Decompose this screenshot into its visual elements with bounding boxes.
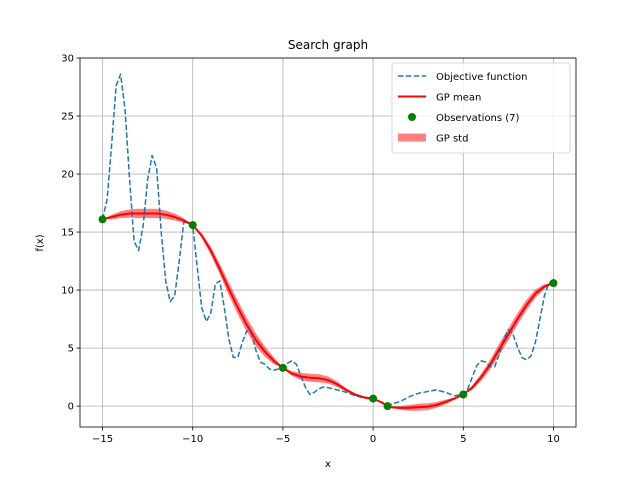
ticks: −15 −10 −5 0 5 10 0 5 10 15 20 25 30 <box>61 54 560 446</box>
observation-point <box>278 363 287 372</box>
chart-title: Search graph <box>288 38 368 52</box>
grid <box>80 57 576 427</box>
x-tick-label: 10 <box>547 434 560 445</box>
legend-handle-gp-std <box>398 133 426 142</box>
observation-point <box>369 394 378 403</box>
gp-mean-layer <box>102 212 554 409</box>
x-tick-label: 5 <box>460 434 466 445</box>
y-tick-label: 0 <box>68 402 74 413</box>
plot-frame <box>79 57 577 428</box>
legend-label: Observations (7) <box>436 113 520 124</box>
observation-point <box>383 402 392 411</box>
y-axis-label: f(x) <box>35 234 46 251</box>
legend-box <box>391 62 571 154</box>
y-tick-label: 20 <box>61 170 74 181</box>
legend-label: GP mean <box>436 93 481 104</box>
y-tick-label: 30 <box>61 54 74 65</box>
observation-point <box>459 390 468 399</box>
y-tick-label: 15 <box>61 228 74 239</box>
x-tick-label: −15 <box>92 434 113 445</box>
y-tick-label: 10 <box>61 286 74 297</box>
legend: Objective function GP mean Observations (7… <box>391 62 571 154</box>
legend-label: GP std <box>436 134 468 145</box>
objective-function-layer <box>101 73 554 407</box>
legend-handle-observations <box>408 113 416 121</box>
observation-point <box>549 279 558 288</box>
observations-layer <box>98 215 558 411</box>
objective-function-line <box>101 73 554 407</box>
observation-point <box>98 215 107 224</box>
y-tick-label: 25 <box>61 112 74 123</box>
x-tick-label: −5 <box>276 434 291 445</box>
y-tick-label: 5 <box>68 344 74 355</box>
x-tick-label: −10 <box>182 434 203 445</box>
x-tick-label: 0 <box>370 434 376 445</box>
legend-label: Objective function <box>436 72 527 83</box>
x-axis-label: x <box>325 459 331 470</box>
observation-point <box>188 221 197 230</box>
gp-mean-line <box>102 212 554 409</box>
